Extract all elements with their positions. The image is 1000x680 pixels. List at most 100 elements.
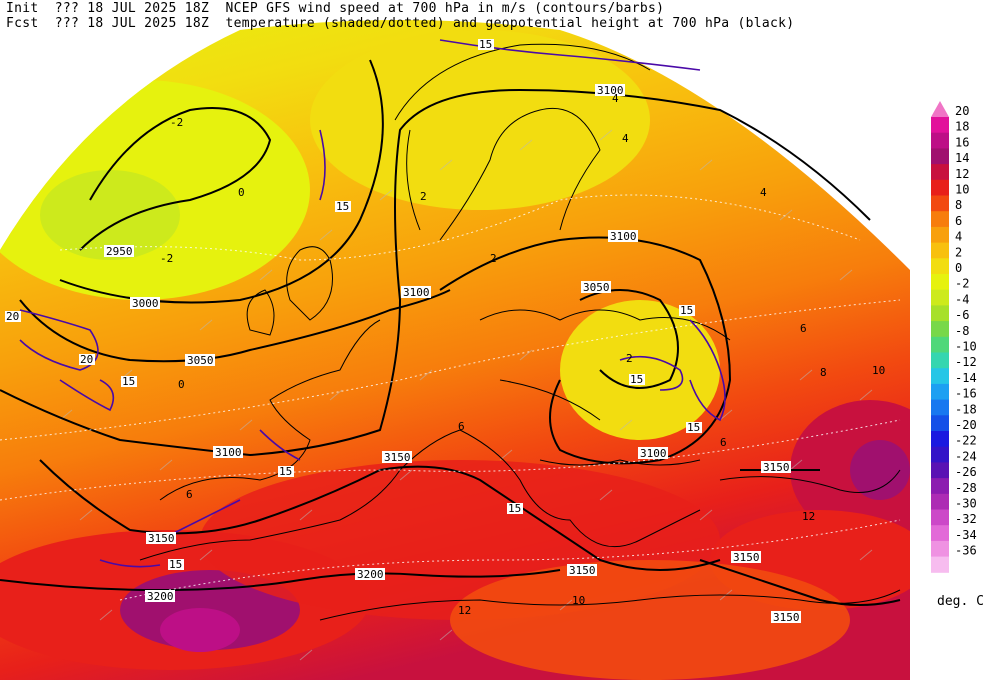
color-scale-label: -14	[955, 371, 977, 385]
color-scale-swatch	[931, 258, 949, 275]
color-scale-swatch	[931, 321, 949, 338]
color-scale-label: -8	[955, 324, 969, 338]
color-scale-label: -18	[955, 402, 977, 416]
svg-text:3150: 3150	[733, 551, 760, 564]
svg-text:15: 15	[687, 421, 700, 434]
color-scale-label: 20	[955, 104, 969, 118]
color-scale-swatch	[931, 242, 949, 259]
color-scale-label: -36	[955, 544, 977, 558]
fcst-label: Fcst	[6, 16, 39, 31]
height-label: 3100	[213, 446, 243, 459]
temp-label: 6	[800, 322, 807, 335]
svg-text:15: 15	[508, 502, 521, 515]
svg-text:3100: 3100	[597, 84, 624, 97]
color-scale-swatch	[931, 446, 949, 463]
temp-label: 12	[458, 604, 471, 617]
color-scale-label: -24	[955, 449, 977, 463]
height-label: 3150	[761, 461, 791, 474]
temp-label: 10	[572, 594, 585, 607]
color-scale-swatch	[931, 274, 949, 291]
height-label: 3200	[355, 568, 385, 581]
color-scale-label: -16	[955, 387, 977, 401]
temp-label: 4	[612, 92, 619, 105]
temp-label: 6	[720, 436, 727, 449]
color-scale-swatch	[931, 164, 949, 181]
svg-text:3150: 3150	[148, 532, 175, 545]
wind-label: 15	[278, 465, 294, 478]
wind-label: 15	[507, 502, 523, 515]
svg-text:3150: 3150	[569, 564, 596, 577]
height-label: 3050	[185, 354, 215, 367]
temp-label: 6	[458, 420, 465, 433]
svg-text:3050: 3050	[583, 281, 610, 294]
color-scale-label: -28	[955, 481, 977, 495]
color-scale-swatch	[931, 132, 949, 149]
color-scale-label: 2	[955, 245, 962, 259]
color-scale-swatch	[931, 431, 949, 448]
color-scale-swatch	[931, 462, 949, 479]
temp-label: 12	[802, 510, 815, 523]
height-label: 3150	[567, 564, 597, 577]
isotherms	[0, 194, 901, 601]
color-scale-label: 10	[955, 183, 969, 197]
wind-label: 20	[79, 353, 95, 366]
svg-text:15: 15	[279, 465, 292, 478]
wind-label: 20	[5, 310, 21, 323]
wind-label: 15	[335, 200, 351, 213]
color-scale-swatch	[931, 289, 949, 306]
svg-text:15: 15	[630, 373, 643, 386]
color-scale-label: 0	[955, 261, 962, 275]
height-label: 2950	[104, 245, 134, 258]
svg-text:3200: 3200	[357, 568, 384, 581]
color-scale-label: 4	[955, 230, 962, 244]
svg-text:3100: 3100	[640, 447, 667, 460]
temp-label: 8	[820, 366, 827, 379]
init-label: Init	[6, 1, 39, 16]
wind-label: 15	[168, 558, 184, 571]
color-scale-swatch	[931, 226, 949, 244]
temp-label: 0	[178, 378, 185, 391]
color-scale-label: -30	[955, 497, 977, 511]
svg-text:15: 15	[336, 200, 349, 213]
height-label: 3150	[731, 551, 761, 564]
fcst-value: ??? 18 JUL 2025 18Z	[54, 16, 210, 31]
color-scale-label: -6	[955, 308, 969, 322]
color-scale-unit: deg. C	[937, 594, 984, 609]
color-scale-label: -20	[955, 418, 977, 432]
color-scale-swatch	[931, 509, 949, 526]
svg-text:3050: 3050	[187, 354, 214, 367]
height-label: 3150	[382, 451, 412, 464]
wind-label: 15	[121, 375, 137, 388]
color-scale-swatch	[931, 540, 949, 558]
wind-contours	[19, 39, 726, 568]
color-scale-swatch	[931, 399, 949, 416]
svg-text:3100: 3100	[215, 446, 242, 459]
color-scale-swatch	[931, 305, 949, 322]
color-scale-swatch	[931, 478, 949, 495]
color-scale-top-arrow	[931, 101, 949, 117]
temp-label: 2	[420, 190, 427, 203]
svg-text:3150: 3150	[773, 611, 800, 624]
temperature-labels: -2 -2 0 2 2 4 4 4 6 6 6 6 8 10 10 12 12 …	[160, 92, 885, 617]
temp-label: -2	[160, 252, 173, 265]
color-scale-swatch	[931, 148, 949, 165]
color-scale-swatch	[931, 368, 949, 385]
svg-text:15: 15	[169, 558, 182, 571]
temp-label: 6	[186, 488, 193, 501]
color-scale-swatch	[931, 493, 949, 510]
wind-label: 15	[629, 373, 645, 386]
color-scale-swatch	[931, 415, 949, 432]
svg-text:3200: 3200	[147, 590, 174, 603]
svg-text:3000: 3000	[132, 297, 159, 310]
color-scale-label: -10	[955, 340, 977, 354]
color-scale-swatch	[931, 352, 949, 369]
init-line: Init ??? 18 JUL 2025 18Z NCEP GFS wind s…	[6, 1, 664, 16]
temp-label: -2	[170, 116, 183, 129]
height-label: 3150	[146, 532, 176, 545]
color-scale-label: -26	[955, 465, 977, 479]
svg-text:3100: 3100	[610, 230, 637, 243]
height-contour-labels: 2950 3000 3050 3100 3100 3100 3100 3100 …	[104, 84, 801, 624]
temp-label: 2	[626, 352, 633, 365]
color-scale-swatch	[931, 383, 949, 401]
